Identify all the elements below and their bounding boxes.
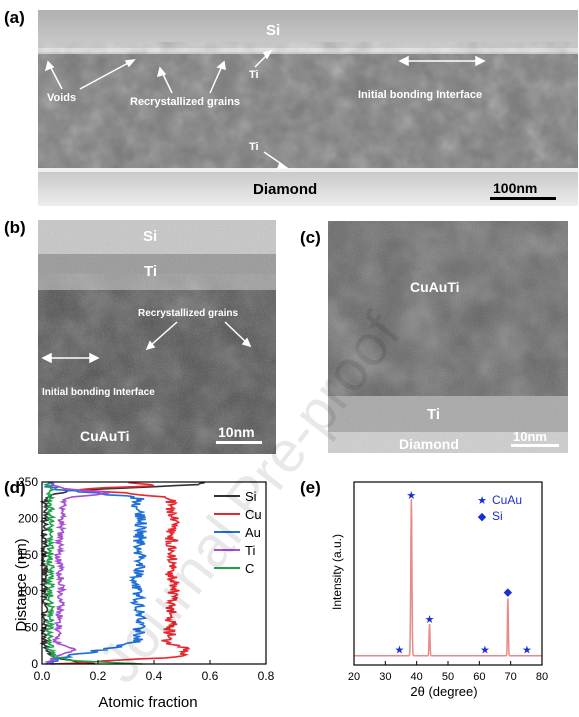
x-tick-label: 40	[411, 671, 423, 683]
cuau-peak-marker: ★	[480, 644, 490, 656]
panel-e-label: (e)	[300, 478, 321, 497]
legend-label-cuau: CuAu	[492, 493, 522, 507]
panel-b-alloy-label: CuAuTi	[80, 428, 130, 444]
panel-b-ti-label: Ti	[144, 263, 158, 280]
panel-d-plot-area	[39, 481, 205, 665]
panel-a-voids-label: Voids	[47, 92, 77, 104]
panel-b-recrystallized-label: Recrystallized grains	[138, 308, 239, 319]
legend-label-cu: Cu	[245, 507, 262, 522]
panel-b-scale-label: 10nm	[218, 424, 255, 440]
panel-c-scale-label: 10nm	[513, 429, 547, 444]
series-line-ti	[44, 481, 110, 665]
x-tick-label: 0.2	[90, 669, 107, 683]
series-line-c	[43, 481, 143, 665]
panel-a-arrows	[44, 49, 486, 169]
x-tick-label: 30	[379, 671, 391, 683]
x-tick-label: 50	[442, 671, 454, 683]
panel-c-alloy-label: CuAuTi	[410, 279, 460, 295]
panel-a-label: (a)	[4, 8, 25, 27]
x-tick-label: 80	[536, 671, 548, 683]
cuau-peak-marker: ★	[406, 490, 416, 502]
panel-d-legend: Si Cu Au Ti C	[214, 489, 262, 576]
legend-label-si: Si	[492, 509, 503, 523]
panel-b-arrows	[41, 321, 252, 364]
panel-e-chart: Intensity (a.u.) 2θ (degree) 20 30 40 50 60 7…	[330, 481, 548, 699]
panel-e-plot-frame	[353, 481, 543, 666]
x-tick-label: 0.0	[34, 669, 51, 683]
series-line-cu	[50, 481, 191, 665]
panel-a-scale-bar	[490, 197, 556, 200]
panel-a-micrograph	[38, 10, 578, 206]
panel-d-plot-frame	[41, 481, 267, 665]
legend-label-au: Au	[245, 525, 261, 540]
panel-a-si-label: Si	[266, 22, 281, 39]
series-line-au	[44, 481, 148, 665]
legend-marker-si: ◆	[478, 511, 487, 523]
x-tick-label: 0.4	[146, 669, 163, 683]
y-tick-label: 100	[18, 584, 38, 598]
series-line-si	[39, 481, 205, 665]
panel-e-legend: ★ CuAu ◆ Si	[477, 493, 522, 523]
legend-label-si: Si	[245, 489, 257, 504]
panel-c-micrograph	[328, 221, 568, 453]
panel-c-diamond-label: Diamond	[399, 436, 459, 452]
panel-c-ti-label: Ti	[427, 406, 441, 423]
panel-d-label: (d)	[4, 478, 26, 497]
legend-marker-cuau: ★	[477, 495, 487, 507]
panel-b-micrograph	[38, 220, 276, 454]
panel-b-si-label: Si	[143, 228, 158, 245]
panel-b-scale-bar	[216, 441, 262, 444]
panel-a-diamond-label: Diamond	[253, 181, 318, 198]
panel-d-chart: Distance (nm) Atomic fraction 0.0 0.2 0.4 0…	[13, 475, 275, 711]
panel-a-scale-label: 100nm	[493, 180, 538, 196]
y-tick-label: 200	[18, 511, 38, 525]
panel-b-label: (b)	[4, 218, 26, 237]
panel-c-label: (c)	[300, 228, 321, 247]
x-tick-label: 0.8	[258, 669, 275, 683]
legend-label-ti: Ti	[245, 543, 255, 558]
panel-e-y-axis-title: Intensity (a.u.)	[330, 534, 344, 610]
cuau-peak-marker: ★	[394, 644, 404, 656]
panel-a-ti-top-label: Ti	[249, 69, 259, 81]
cuau-peak-marker: ★	[425, 614, 435, 626]
panel-a-interface-label: Initial bonding Interface	[358, 89, 483, 101]
y-tick-label: 150	[18, 548, 38, 562]
panel-b-tem-image	[38, 220, 276, 454]
panel-a-recrystallized-label: Recrystallized grains	[130, 96, 241, 108]
panel-a-tem-image	[38, 10, 578, 206]
panel-b-interface-label: Initial bonding Interface	[42, 387, 155, 398]
legend-label-c: C	[245, 561, 254, 576]
xrd-pattern-line	[354, 498, 542, 657]
panel-d-y-axis-title: Distance (nm)	[13, 538, 30, 631]
y-tick-label: 0	[31, 657, 38, 671]
x-tick-label: 70	[505, 671, 517, 683]
panel-e-x-axis-title: 2θ (degree)	[410, 684, 477, 699]
y-tick-label: 50	[25, 621, 39, 635]
panel-a-ti-bottom-label: Ti	[249, 141, 259, 153]
x-tick-label: 0.6	[202, 669, 219, 683]
panel-c-scale-bar	[511, 444, 559, 447]
x-tick-label: 60	[473, 671, 485, 683]
cuau-peak-marker: ★	[522, 644, 532, 656]
x-tick-label: 20	[348, 671, 360, 683]
y-tick-label: 250	[18, 475, 38, 489]
panel-d-x-axis-title: Atomic fraction	[98, 694, 197, 711]
si-peak-marker: ◆	[504, 586, 513, 598]
panel-c-tem-image	[328, 221, 568, 453]
